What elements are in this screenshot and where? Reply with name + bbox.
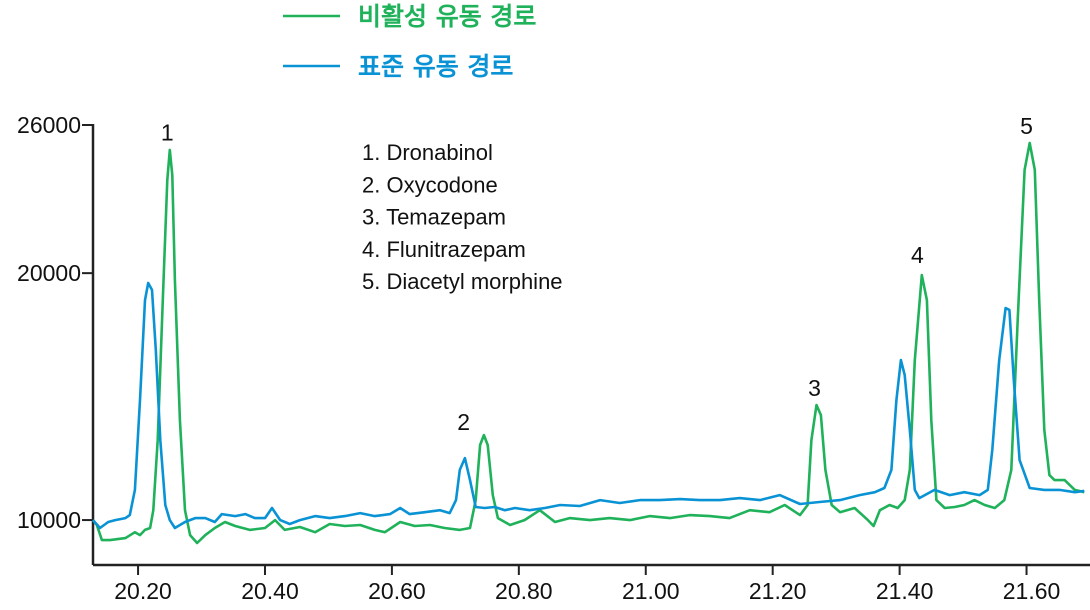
x-tick-label: 20.40 bbox=[241, 578, 299, 604]
peak-label-1: 1 bbox=[161, 119, 174, 145]
series-group bbox=[91, 141, 1085, 545]
series-line-0 bbox=[91, 141, 1085, 545]
y-tick-label: 26000 bbox=[17, 112, 81, 138]
legend-label-0: 비활성 유동 경로 bbox=[358, 2, 536, 31]
peak-label-2: 2 bbox=[457, 409, 470, 435]
x-tick-label: 21.20 bbox=[749, 578, 807, 604]
x-tick-label: 20.60 bbox=[368, 578, 426, 604]
peak-label-3: 3 bbox=[808, 375, 821, 401]
compound-list-item: 2. Oxycodone bbox=[362, 172, 498, 197]
y-tick-label: 10000 bbox=[17, 507, 81, 533]
compound-list: 1. Dronabinol 2. Oxycodone 3. Temazepam 4. … bbox=[362, 140, 563, 294]
compound-list-item: 3. Temazepam bbox=[362, 205, 506, 230]
x-tick-label: 20.80 bbox=[495, 578, 553, 604]
x-tick-label: 21.60 bbox=[1003, 578, 1061, 604]
x-tick-label: 21.00 bbox=[622, 578, 680, 604]
compound-list-item: 4. Flunitrazepam bbox=[362, 237, 526, 262]
x-tick-label: 20.20 bbox=[114, 578, 172, 604]
compound-list-item: 5. Diacetyl morphine bbox=[362, 269, 563, 294]
x-tick-label: 21.40 bbox=[876, 578, 934, 604]
peak-labels: 1 2 3 4 5 bbox=[161, 113, 1033, 435]
peak-label-4: 4 bbox=[911, 242, 924, 268]
compound-list-item: 1. Dronabinol bbox=[362, 140, 493, 165]
peak-label-5: 5 bbox=[1020, 113, 1033, 139]
axes: 20.20 20.40 20.60 20.80 21.00 21.20 21.40 21.60… bbox=[17, 112, 1090, 604]
series-line-1 bbox=[92, 281, 1085, 530]
y-tick-label: 20000 bbox=[17, 260, 81, 286]
legend-label-1: 표준 유동 경로 bbox=[358, 52, 513, 81]
